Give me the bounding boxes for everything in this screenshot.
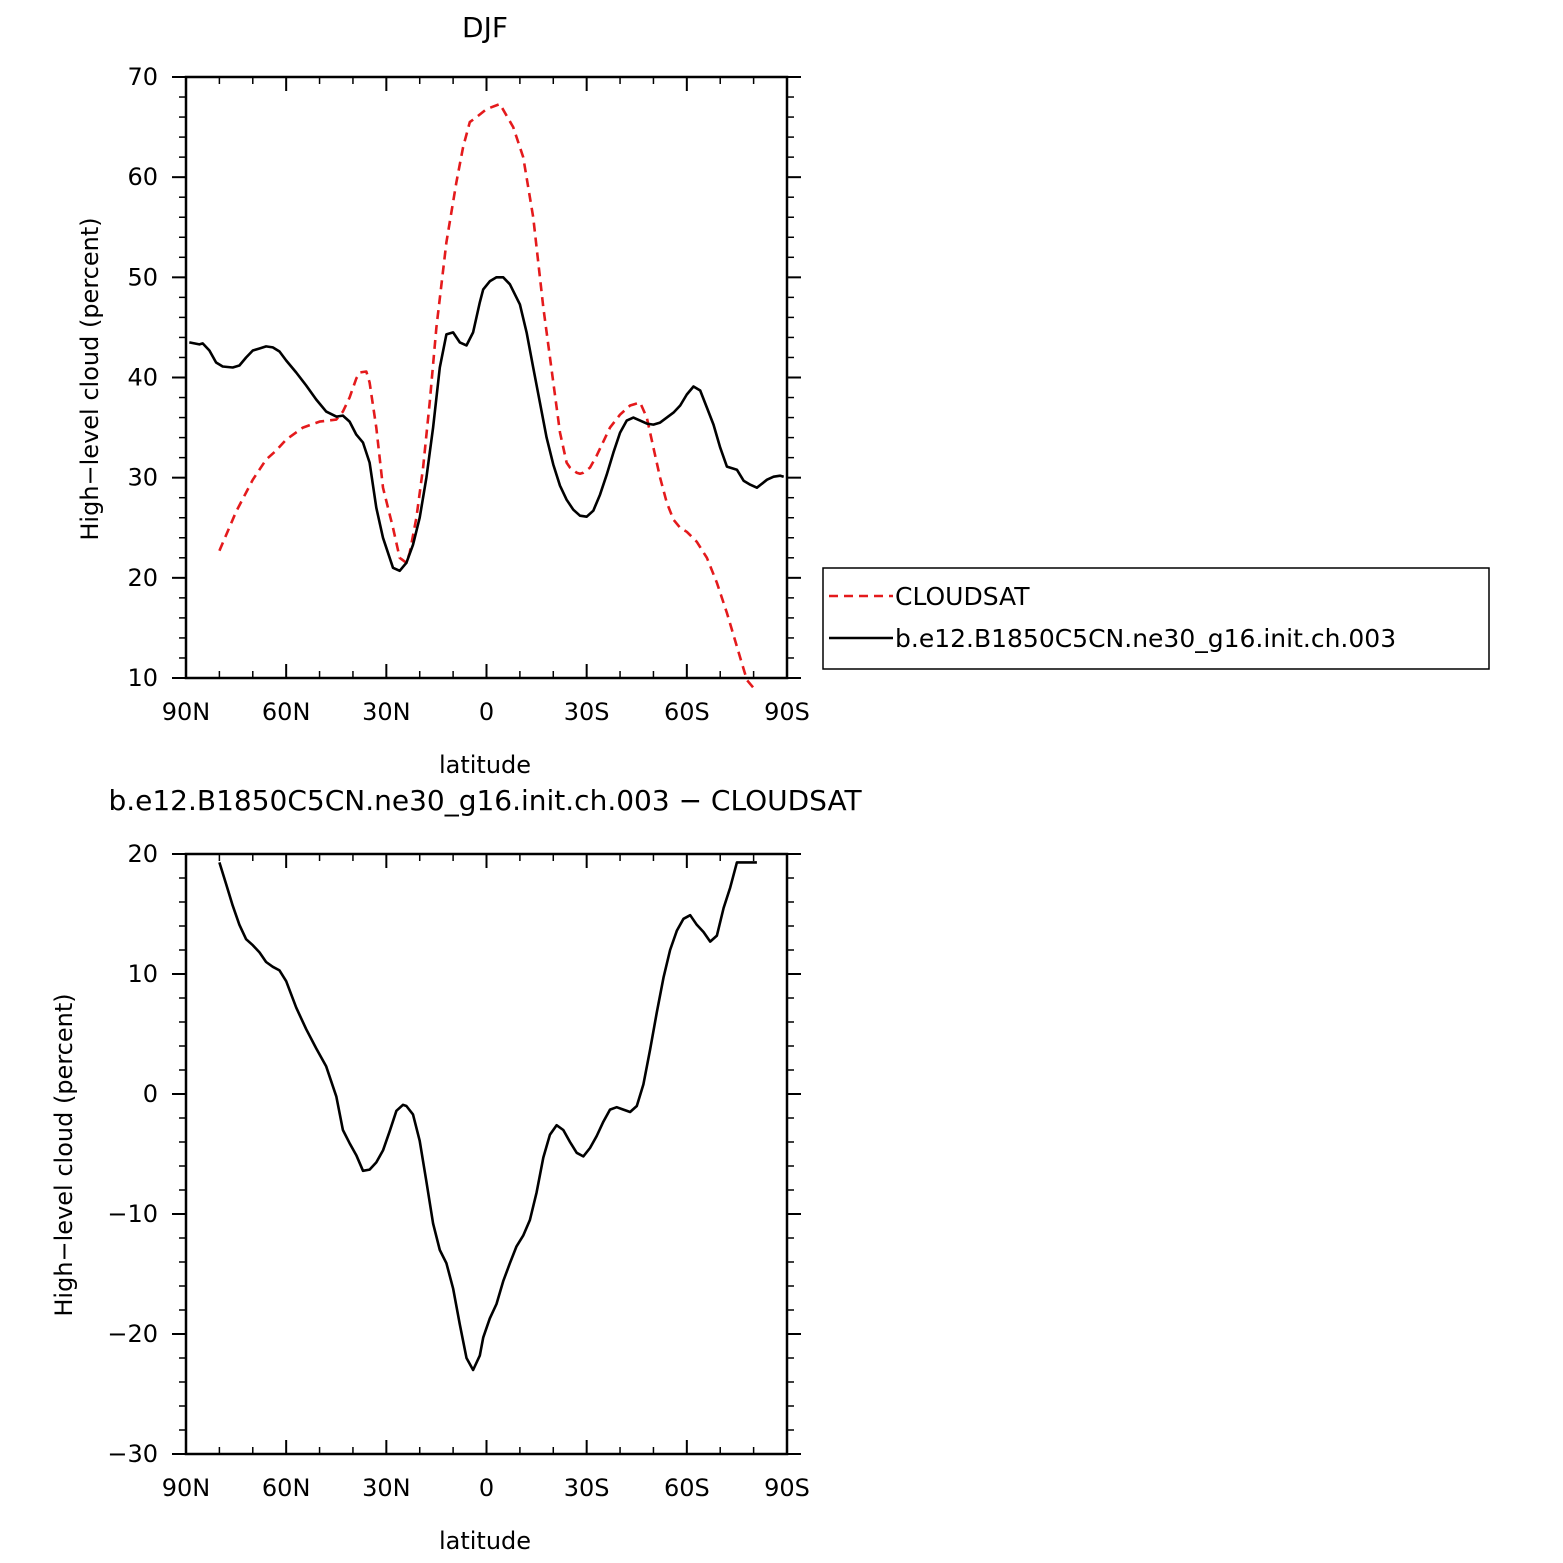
top-chart-y-axis-label: High−level cloud (percent) xyxy=(76,217,104,540)
top-chart-x-tick-label: 0 xyxy=(479,698,494,726)
bottom-chart-series-line-0 xyxy=(218,861,757,1372)
bottom-chart-x-tick-label: 30S xyxy=(564,1474,610,1502)
bottom-chart-series xyxy=(218,861,757,1372)
legend-label-cloudsat: CLOUDSAT xyxy=(895,582,1030,611)
bottom-chart-x-tick-label: 60N xyxy=(262,1474,311,1502)
top-chart-series-line-0 xyxy=(218,102,755,689)
bottom-chart-x-axis-label: latitude xyxy=(439,1527,531,1555)
bottom-chart-panel: b.e12.B1850C5CN.ne30_g16.init.ch.003 − C… xyxy=(50,784,862,1555)
bottom-chart-tick-labels: 90N 60N 30N 0 30S 60S 90S −30 −20 −10 0 10 20 xyxy=(107,840,810,1502)
bottom-chart-y-tick-label: −20 xyxy=(107,1320,158,1348)
bottom-chart-x-tick-label: 0 xyxy=(479,1474,494,1502)
top-chart-ticks xyxy=(172,76,801,679)
bottom-chart-x-tick-label: 60S xyxy=(664,1474,710,1502)
bottom-chart-x-tick-label: 90N xyxy=(162,1474,211,1502)
top-chart-x-axis-label: latitude xyxy=(439,751,531,779)
top-chart-x-tick-label: 30N xyxy=(362,698,411,726)
top-chart-y-tick-label: 30 xyxy=(127,464,158,492)
bottom-chart-x-tick-label: 90S xyxy=(764,1474,810,1502)
top-chart-series-line-1 xyxy=(189,275,785,573)
top-chart-x-tick-label: 90N xyxy=(162,698,211,726)
top-chart-tick-labels: 90N 60N 30N 0 30S 60S 90S 10 20 30 40 50 60 70 xyxy=(127,63,809,726)
top-chart-plot-frame xyxy=(184,75,789,680)
bottom-chart-y-tick-label: 10 xyxy=(127,960,158,988)
top-chart-series xyxy=(189,102,785,689)
bottom-chart-y-tick-label: 0 xyxy=(143,1080,158,1108)
bottom-chart-title: b.e12.B1850C5CN.ne30_g16.init.ch.003 − C… xyxy=(108,784,862,817)
bottom-chart-y-tick-label: 20 xyxy=(127,840,158,868)
bottom-chart-y-axis-label: High−level cloud (percent) xyxy=(50,993,78,1316)
top-chart-y-tick-label: 20 xyxy=(127,564,158,592)
bottom-chart-ticks xyxy=(172,853,801,1455)
top-chart-y-tick-label: 60 xyxy=(127,163,158,191)
top-chart-x-tick-label: 90S xyxy=(764,698,810,726)
bottom-chart-plot-frame xyxy=(184,852,789,1456)
bottom-chart-y-tick-label: −10 xyxy=(107,1200,158,1228)
top-chart-y-tick-label: 50 xyxy=(127,263,158,291)
top-chart-y-tick-label: 10 xyxy=(127,664,158,692)
legend-label-model: b.e12.B1850C5CN.ne30_g16.init.ch.003 xyxy=(895,624,1396,653)
top-chart-x-tick-label: 60N xyxy=(262,698,311,726)
legend-box xyxy=(822,567,1490,670)
top-chart-y-tick-label: 40 xyxy=(127,364,158,392)
top-chart-legend: CLOUDSAT b.e12.B1850C5CN.ne30_g16.init.c… xyxy=(822,567,1490,670)
top-chart-title: DJF xyxy=(462,11,508,44)
bottom-chart-x-tick-label: 30N xyxy=(362,1474,411,1502)
top-chart-x-tick-label: 60S xyxy=(664,698,710,726)
top-chart-x-tick-label: 30S xyxy=(564,698,610,726)
bottom-chart-y-tick-label: −30 xyxy=(107,1440,158,1468)
top-chart-y-tick-label: 70 xyxy=(127,63,158,91)
top-chart-panel: DJF 90N 60N 30N 0 30S 60S 90S 10 20 30 40 50 60 70 la… xyxy=(76,11,810,779)
